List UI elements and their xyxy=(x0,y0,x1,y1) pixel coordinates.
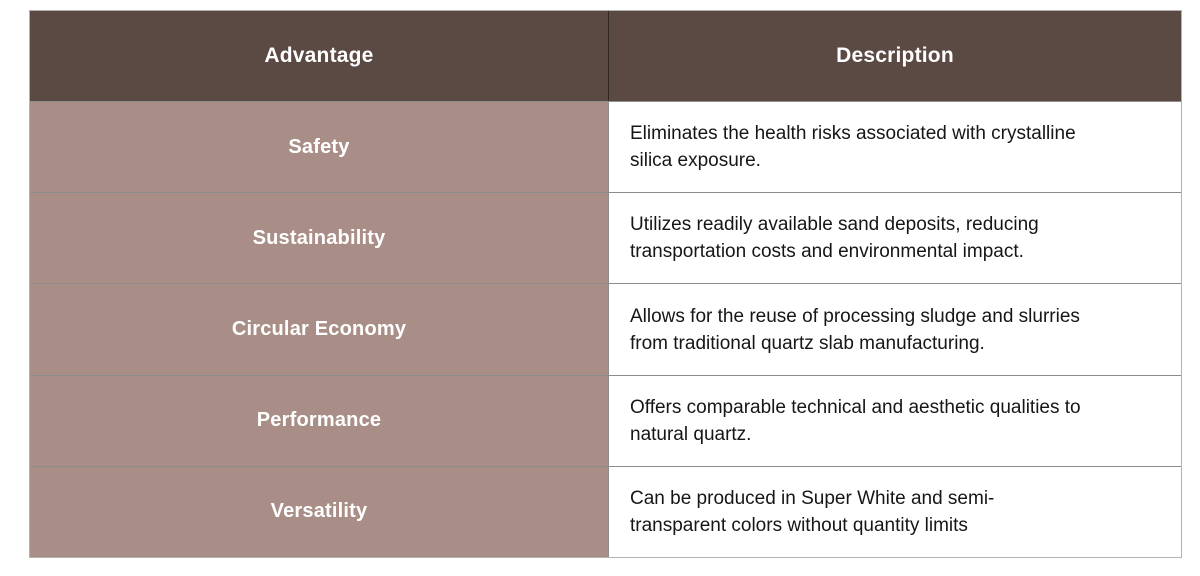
description-cell: Can be produced in Super White and semi-… xyxy=(608,466,1181,558)
description-cell: Offers comparable technical and aestheti… xyxy=(608,375,1181,466)
table-body: Safety Eliminates the health risks associ… xyxy=(30,101,1181,558)
advantage-cell: Circular Economy xyxy=(30,284,608,375)
advantages-table: Advantage Description Safety Eliminates t… xyxy=(29,10,1182,558)
table-header-row: Advantage Description xyxy=(30,11,1181,101)
table-row: Performance Offers comparable technical a… xyxy=(30,374,1181,466)
table-row: Versatility Can be produced in Super Whit… xyxy=(30,465,1181,558)
description-text: Utilizes readily available sand deposits… xyxy=(630,214,1039,263)
advantage-cell: Safety xyxy=(30,102,608,193)
table-row: Sustainability Utilizes readily available… xyxy=(30,192,1181,284)
description-cell: Allows for the reuse of processing sludg… xyxy=(608,284,1181,375)
table-row: Circular Economy Allows for the reuse of … xyxy=(30,283,1181,375)
description-text: Can be produced in Super White and semi-… xyxy=(630,487,995,536)
description-text: Offers comparable technical and aestheti… xyxy=(630,396,1081,445)
column-header-advantage: Advantage xyxy=(30,11,608,101)
description-cell: Utilizes readily available sand deposits… xyxy=(608,193,1181,284)
advantage-cell: Versatility xyxy=(30,466,608,558)
description-text: Allows for the reuse of processing sludg… xyxy=(630,305,1080,354)
description-cell: Eliminates the health risks associated w… xyxy=(608,102,1181,193)
advantage-cell: Performance xyxy=(30,375,608,466)
advantage-cell: Sustainability xyxy=(30,193,608,284)
column-header-description: Description xyxy=(608,11,1181,101)
table-row: Safety Eliminates the health risks associ… xyxy=(30,101,1181,193)
description-text: Eliminates the health risks associated w… xyxy=(630,123,1076,172)
